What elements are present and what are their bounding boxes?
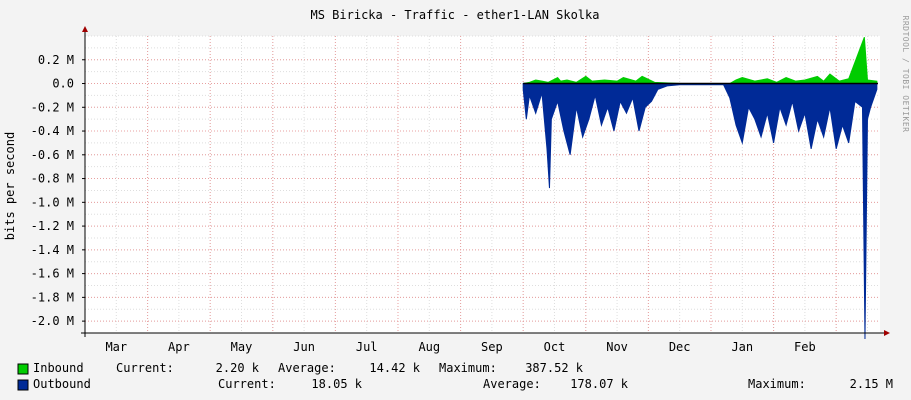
legend-swatch-inbound — [17, 363, 29, 375]
legend-outbound-maximum: 2.15 M — [850, 377, 893, 391]
x-tick-label: Jun — [293, 340, 315, 354]
legend-inbound-current: 2.20 k — [216, 361, 260, 375]
legend-outbound-maximum-label: Maximum: — [748, 377, 806, 391]
y-tick-label: -1.8 M — [31, 290, 74, 304]
x-tick-label: Sep — [481, 340, 503, 354]
plot-area: 0.2 M 0.0 -0.2 M -0.4 M -0.6 M -0.8 M -1.0 M -1… — [31, 26, 890, 354]
series-area-outbound — [522, 83, 878, 339]
x-tick-label: Aug — [418, 340, 440, 354]
x-tick-label: Oct — [544, 340, 566, 354]
chart-title: MS Biricka - Traffic - ether1-LAN Skolka — [311, 8, 600, 22]
y-tick-label: -0.8 M — [31, 172, 74, 186]
legend-inbound-maximum-label: Maximum: — [439, 361, 497, 375]
legend: Inbound Current: 2.20 k Average: 14.42 k Maxi… — [17, 361, 893, 391]
y-tick-label: -0.6 M — [31, 148, 74, 162]
y-tick-label: -1.4 M — [31, 243, 74, 257]
x-tick-label: Mar — [105, 340, 127, 354]
legend-outbound-average-label: Average: — [483, 377, 541, 391]
x-tick-label: Feb — [794, 340, 816, 354]
legend-inbound-average-label: Average: — [278, 361, 336, 375]
y-tick-label: 0.2 M — [38, 53, 74, 67]
legend-outbound-current-label: Current: — [218, 377, 276, 391]
y-tick-label: -1.6 M — [31, 267, 74, 281]
y-tick-label: 0.0 — [52, 77, 74, 91]
x-tick-label: Nov — [606, 340, 628, 354]
y-tick-label: -0.2 M — [31, 100, 74, 114]
x-tick-label: Jul — [356, 340, 378, 354]
legend-inbound-name: Inbound — [33, 361, 84, 375]
y-tick-label: -1.0 M — [31, 195, 74, 209]
y-tick-label: -2.0 M — [31, 314, 74, 328]
x-tick-label: Jan — [731, 340, 753, 354]
legend-swatch-outbound — [17, 379, 29, 391]
y-axis-arrow — [82, 26, 88, 32]
legend-outbound-current: 18.05 k — [311, 377, 362, 391]
legend-inbound-current-label: Current: — [116, 361, 174, 375]
y-axis-label: bits per second — [3, 132, 17, 240]
legend-outbound-name: Outbound — [33, 377, 91, 391]
legend-inbound-maximum: 387.52 k — [525, 361, 584, 375]
legend-inbound-average: 14.42 k — [369, 361, 420, 375]
legend-outbound-average: 178.07 k — [570, 377, 629, 391]
x-tick-label: Apr — [168, 340, 190, 354]
x-tick-label: Dec — [669, 340, 691, 354]
y-tick-label: -0.4 M — [31, 124, 74, 138]
x-axis-arrow — [884, 330, 890, 336]
y-tick-label: -1.2 M — [31, 219, 74, 233]
rrdtool-watermark: RRDTOOL / TOBI OETIKER — [901, 16, 910, 133]
x-tick-label: May — [231, 340, 253, 354]
